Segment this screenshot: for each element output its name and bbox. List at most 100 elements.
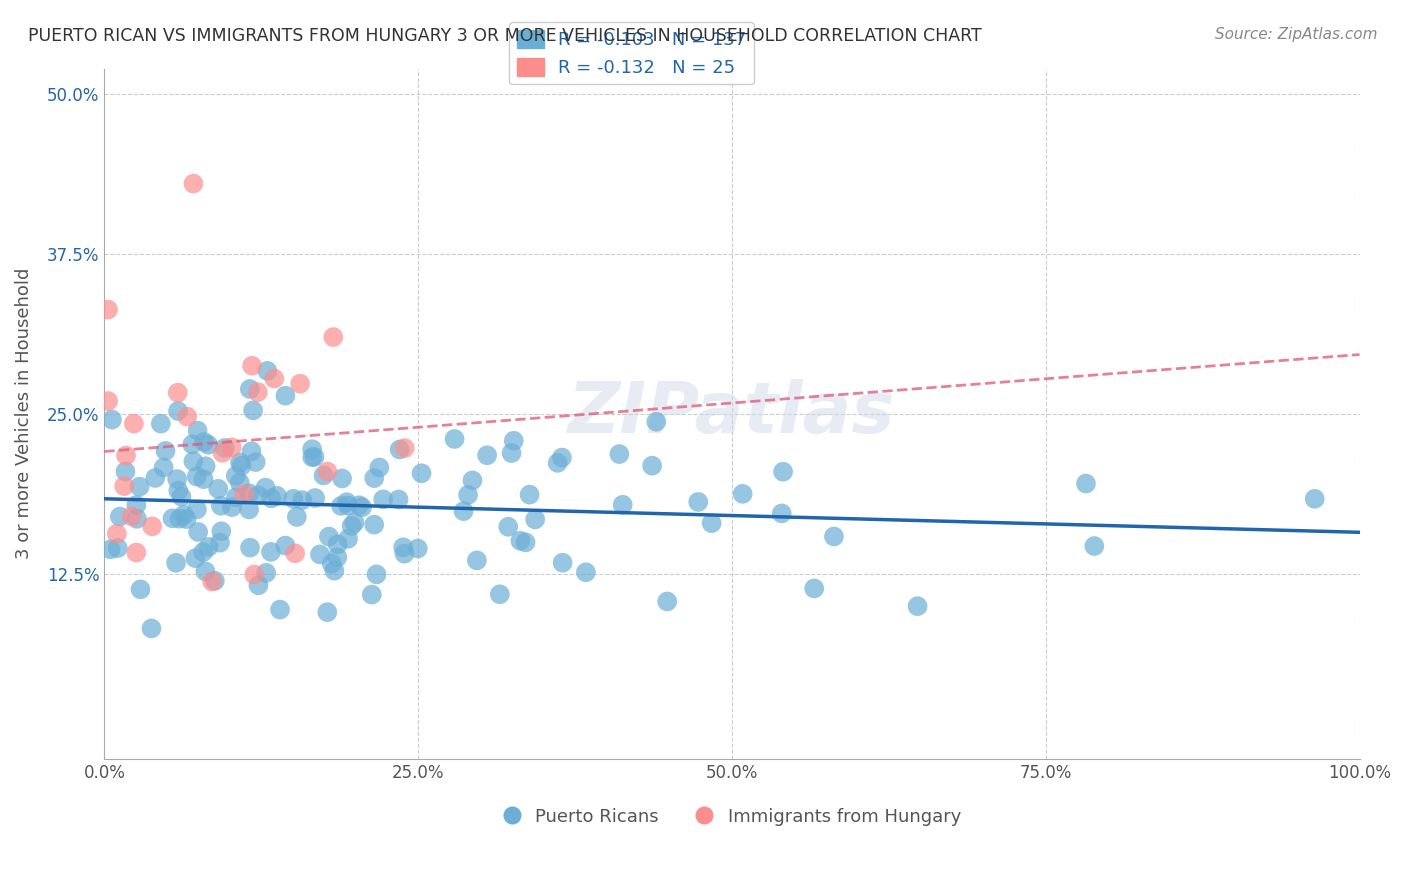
Puerto Ricans [323,564,346,578]
Puerto Ricans [129,582,152,597]
Puerto Ricans [823,529,845,543]
Puerto Ricans [1074,476,1097,491]
Immigrants from Hungary [112,479,135,493]
Puerto Ricans [229,475,252,490]
Puerto Ricans [239,541,262,555]
Puerto Ricans [465,553,488,567]
Puerto Ricans [170,490,193,504]
Puerto Ricans [1083,539,1105,553]
Puerto Ricans [269,602,291,616]
Puerto Ricans [197,438,219,452]
Puerto Ricans [340,519,363,533]
Immigrants from Hungary [105,526,128,541]
Puerto Ricans [657,594,679,608]
Puerto Ricans [173,508,195,522]
Immigrants from Hungary [183,177,205,191]
Puerto Ricans [366,567,388,582]
Puerto Ricans [392,541,415,555]
Puerto Ricans [1303,491,1326,506]
Puerto Ricans [443,432,465,446]
Puerto Ricans [291,493,314,508]
Puerto Ricans [209,499,232,513]
Puerto Ricans [208,535,231,549]
Puerto Ricans [309,548,332,562]
Puerto Ricans [247,578,270,592]
Puerto Ricans [312,468,335,483]
Puerto Ricans [406,541,429,556]
Puerto Ricans [214,441,236,455]
Immigrants from Hungary [322,330,344,344]
Text: PUERTO RICAN VS IMMIGRANTS FROM HUNGARY 3 OR MORE VEHICLES IN HOUSEHOLD CORRELAT: PUERTO RICAN VS IMMIGRANTS FROM HUNGARY … [28,27,981,45]
Puerto Ricans [107,541,129,555]
Puerto Ricans [155,444,177,458]
Immigrants from Hungary [263,371,285,385]
Puerto Ricans [260,491,283,506]
Puerto Ricans [274,389,297,403]
Puerto Ricans [612,498,634,512]
Puerto Ricans [162,511,184,525]
Immigrants from Hungary [240,359,263,373]
Puerto Ricans [336,495,359,509]
Puerto Ricans [193,472,215,486]
Puerto Ricans [363,517,385,532]
Puerto Ricans [184,551,207,566]
Immigrants from Hungary [97,394,120,409]
Puerto Ricans [285,510,308,524]
Immigrants from Hungary [211,446,233,460]
Puerto Ricans [186,469,208,483]
Puerto Ricans [551,450,574,465]
Immigrants from Hungary [284,546,307,560]
Puerto Ricans [209,524,232,539]
Puerto Ricans [772,465,794,479]
Puerto Ricans [304,491,326,505]
Puerto Ricans [176,512,198,526]
Puerto Ricans [194,459,217,474]
Immigrants from Hungary [141,519,163,533]
Puerto Ricans [352,500,374,515]
Puerto Ricans [197,540,219,554]
Puerto Ricans [108,509,131,524]
Text: Source: ZipAtlas.com: Source: ZipAtlas.com [1215,27,1378,42]
Puerto Ricans [907,599,929,614]
Puerto Ricans [114,465,136,479]
Immigrants from Hungary [243,567,266,582]
Puerto Ricans [152,460,174,475]
Puerto Ricans [457,488,479,502]
Puerto Ricans [509,533,531,548]
Puerto Ricans [283,491,305,506]
Puerto Ricans [411,467,433,481]
Puerto Ricans [453,504,475,518]
Puerto Ricans [240,444,263,458]
Immigrants from Hungary [176,409,198,424]
Puerto Ricans [143,471,166,485]
Puerto Ricans [388,442,411,457]
Puerto Ricans [524,512,547,526]
Puerto Ricans [239,382,262,396]
Immigrants from Hungary [166,385,188,400]
Puerto Ricans [166,472,188,486]
Puerto Ricans [247,488,270,502]
Puerto Ricans [330,471,353,485]
Puerto Ricans [336,499,359,513]
Immigrants from Hungary [288,376,311,391]
Puerto Ricans [100,542,122,557]
Puerto Ricans [165,556,187,570]
Puerto Ricans [266,489,288,503]
Puerto Ricans [187,524,209,539]
Puerto Ricans [225,468,247,483]
Y-axis label: 3 or more Vehicles in Household: 3 or more Vehicles in Household [15,268,32,559]
Puerto Ricans [301,442,323,457]
Puerto Ricans [489,587,512,601]
Puerto Ricans [141,622,163,636]
Puerto Ricans [551,556,574,570]
Puerto Ricans [238,486,260,500]
Puerto Ricans [641,458,664,473]
Puerto Ricans [301,450,323,464]
Immigrants from Hungary [246,385,269,400]
Puerto Ricans [149,417,172,431]
Puerto Ricans [207,482,229,496]
Puerto Ricans [461,474,484,488]
Puerto Ricans [337,532,360,546]
Immigrants from Hungary [97,302,120,317]
Legend: Puerto Ricans, Immigrants from Hungary: Puerto Ricans, Immigrants from Hungary [496,800,969,833]
